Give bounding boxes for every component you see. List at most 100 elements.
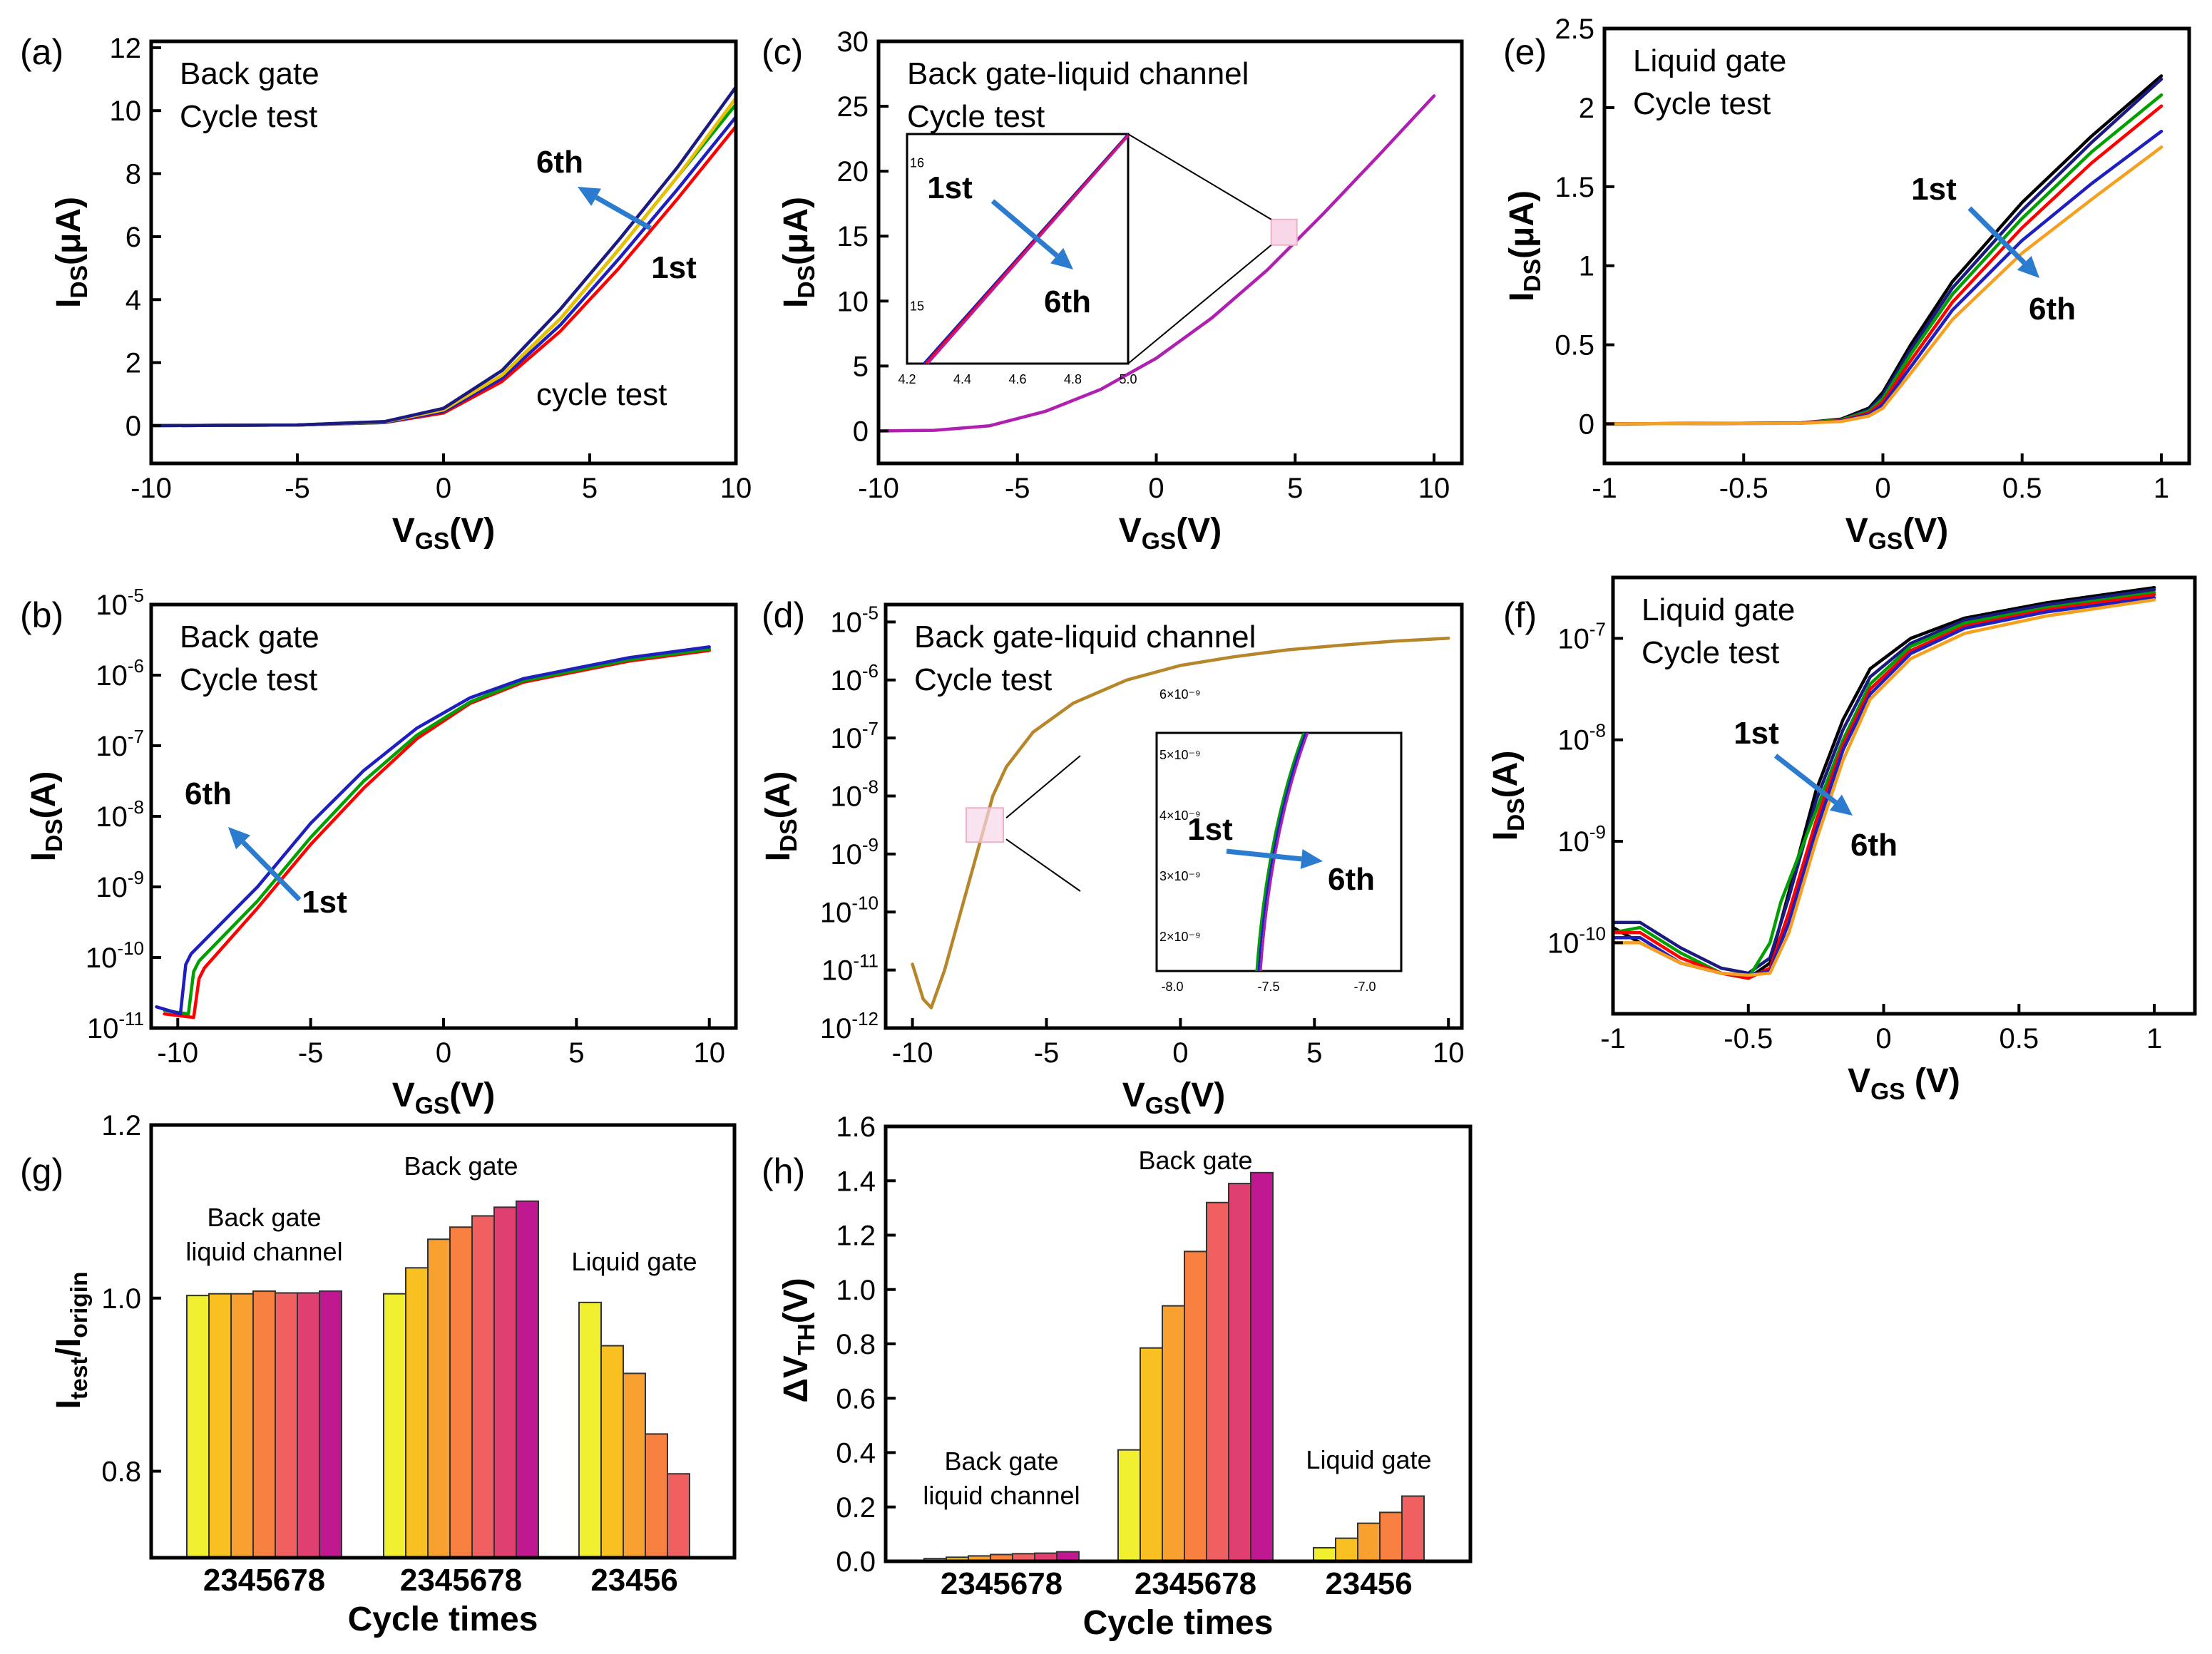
- bar-g-group3-cycle3: [600, 1345, 624, 1558]
- y-tick-label-d-3-base: 10: [830, 839, 862, 870]
- y-tick-label-c-6: 30: [837, 26, 869, 58]
- cycle-arrow-a-head: [578, 187, 601, 206]
- y-tick-label-c-3: 15: [837, 221, 869, 252]
- bar-h-group2-cycle7: [1228, 1183, 1251, 1562]
- bar-h-group2-cycle6: [1206, 1201, 1229, 1562]
- y-axis-label-g: Itest/Iorigin: [50, 1272, 93, 1409]
- y-tick-label-h-2: 0.4: [836, 1438, 876, 1469]
- y-tick-label-d-1-exp: -11: [853, 950, 879, 972]
- bar-g-group2-cycle4: [427, 1238, 451, 1559]
- panel-letter-e: (e): [1503, 32, 1547, 72]
- y-tick-label-b-5-base: 10: [96, 660, 128, 692]
- series-line-f-3: [1611, 591, 2156, 980]
- y-tick-label-e-1: 0.5: [1555, 330, 1594, 361]
- x-tick-label-f-1: -0.5: [1724, 1023, 1773, 1054]
- y-axis-label-a: IDS(μA): [50, 197, 93, 308]
- bar-h-group2-cycle2: [1117, 1449, 1141, 1562]
- y-tick-label-b-2: 10-9: [96, 867, 144, 903]
- y-tick-label-f-2: 10-8: [1557, 720, 1606, 756]
- x-axis-label-b: VGS(V): [392, 1077, 496, 1119]
- x-axis-label-a-main: V: [392, 512, 415, 550]
- cycle-label-start-e: 1st: [1911, 172, 1957, 207]
- y-tick-label-f-1-exp: -9: [1589, 821, 1606, 843]
- inset-frame-d: [1155, 731, 1403, 972]
- x-axis-label-a-rest: (V): [449, 512, 495, 550]
- x-axis-label-a-sub: GS: [415, 528, 450, 555]
- bar-g-group2-cycle6: [471, 1215, 495, 1558]
- bar-g-group3-cycle2: [578, 1301, 602, 1558]
- inset-arrow-d-shaft: [1226, 848, 1302, 862]
- y-axis-label-g-part-2: /I: [50, 1338, 88, 1357]
- y-axis-label-e-rest: (μA): [1503, 190, 1541, 259]
- x-axis-label-e-main: V: [1845, 512, 1868, 550]
- panel-letter-h: (h): [762, 1151, 805, 1191]
- x-tick-label-c-1: -5: [1005, 473, 1030, 504]
- inset-line-c-2: [927, 135, 1130, 364]
- x-tick-label-e-2: 0: [1875, 473, 1890, 504]
- cycle-label-start-b: 1st: [302, 885, 347, 920]
- bar-h-group3-cycle5: [1379, 1511, 1403, 1562]
- x-axis-label-d-sub: GS: [1145, 1093, 1180, 1119]
- y-axis-label-b: IDS(A): [25, 771, 68, 862]
- inset-y-tick-label-d-4: 6×10⁻⁹: [1159, 687, 1201, 702]
- inset-label-end-d: 6th: [1328, 862, 1375, 897]
- cycle-ticks-g-2: 2345678: [400, 1563, 522, 1598]
- bar-h-group3-cycle3: [1335, 1537, 1358, 1562]
- y-tick-label-b-6-exp: -5: [128, 585, 144, 606]
- y-axis-label-b-sub: DS: [41, 818, 68, 852]
- panel-letter-c: (c): [762, 32, 803, 72]
- y-tick-label-c-0: 0: [853, 416, 869, 447]
- y-axis-label-c-main: I: [777, 299, 815, 308]
- annotation-title-f-0: Liquid gate: [1642, 592, 1795, 627]
- y-tick-label-b-1-exp: -10: [117, 938, 144, 959]
- plot-frame-d: [884, 602, 1464, 1030]
- inset-connector-bottom-c: [1127, 244, 1272, 364]
- cycle-ticks-g-3: 23456: [590, 1563, 677, 1598]
- y-tick-label-g-2: 1.2: [101, 1110, 141, 1141]
- inset-label-start-d: 1st: [1187, 812, 1233, 847]
- y-tick-label-d-6-exp: -6: [862, 660, 879, 682]
- y-tick-label-c-2: 10: [837, 286, 869, 317]
- panel-g: Back gate liquid channel 2345678 Back gate 2…: [50, 1110, 737, 1638]
- y-axis-label-d-sub: DS: [776, 818, 802, 852]
- series-line-b-2: [163, 647, 711, 1016]
- y-tick-label-b-3: 10-8: [96, 796, 144, 833]
- x-axis-label-f-rest: (V): [1905, 1062, 1960, 1100]
- bar-g-group2-cycle8: [516, 1200, 539, 1559]
- inset-connector-top-c: [1127, 133, 1272, 220]
- y-axis-label-e-main: I: [1503, 292, 1541, 302]
- annotation-title-f-1: Cycle test: [1642, 635, 1779, 670]
- plot-frame-c: [876, 39, 1464, 466]
- panel-letter-b: (b): [20, 595, 63, 635]
- inset-x-tick-label-c-0: 4.2: [898, 372, 916, 386]
- x-tick-label-d-0: -10: [892, 1037, 933, 1069]
- x-axis-label-e-rest: (V): [1903, 512, 1948, 550]
- y-axis-label-a-sub: DS: [66, 265, 93, 299]
- group-label-g-1-0: Back gate: [207, 1203, 321, 1232]
- inset-label-start-c: 1st: [927, 170, 973, 205]
- x-axis-label-e-sub: GS: [1868, 528, 1903, 555]
- x-tick-label-a-4: 10: [720, 473, 752, 504]
- y-tick-label-b-5: 10-6: [96, 655, 144, 692]
- bar-g-group1-cycle4: [230, 1293, 254, 1558]
- y-tick-label-f-0: 10-10: [1547, 923, 1606, 959]
- x-axis-label-c-sub: GS: [1142, 528, 1177, 555]
- panel-letter-g: (g): [20, 1151, 63, 1191]
- y-tick-label-e-0: 0: [1579, 409, 1594, 441]
- y-tick-label-h-0: 0.0: [836, 1546, 876, 1578]
- series-line-e-6: [1602, 145, 2164, 426]
- y-tick-label-b-1-base: 10: [86, 942, 118, 974]
- x-tick-label-b-4: 10: [693, 1037, 725, 1069]
- y-axis-label-e-sub: DS: [1520, 259, 1546, 292]
- cycle-arrow-f-head: [1829, 794, 1853, 816]
- x-tick-label-f-2: 0: [1875, 1023, 1891, 1054]
- series-line-f-6: [1611, 598, 2156, 977]
- x-axis-label-f-main: V: [1848, 1062, 1870, 1100]
- cycle-ticks-h-2: 2345678: [1135, 1566, 1256, 1601]
- x-axis-label-g: Cycle times: [348, 1601, 538, 1638]
- y-tick-label-a-5: 10: [110, 96, 142, 127]
- y-tick-label-b-4-exp: -7: [128, 726, 144, 747]
- x-axis-label-c-rest: (V): [1176, 512, 1222, 550]
- inset-y-tick-label-d-3: 5×10⁻⁹: [1159, 748, 1201, 762]
- group-label-h-1-0: Back gate: [944, 1447, 1058, 1476]
